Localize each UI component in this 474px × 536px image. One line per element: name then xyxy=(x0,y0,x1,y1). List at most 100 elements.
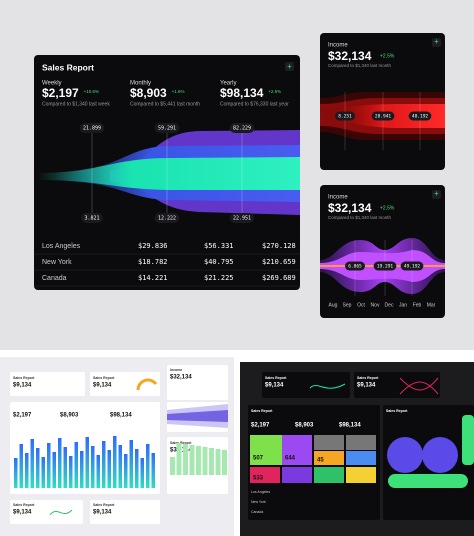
card-note: Compared to $1,340 last month xyxy=(328,215,392,220)
deco-bar xyxy=(85,437,89,488)
deco-bar xyxy=(202,447,208,475)
thumb-title: Sales Report xyxy=(13,376,35,380)
marker-label: 3.821 xyxy=(84,216,99,222)
deco-bar xyxy=(170,457,175,475)
decoration xyxy=(346,467,376,483)
marker-label: 49.192 xyxy=(404,264,421,270)
marker-pill xyxy=(229,213,255,223)
city: Canada xyxy=(251,510,263,514)
deco-bar xyxy=(58,438,62,488)
deco-bar xyxy=(176,443,182,475)
deco-bar xyxy=(135,449,139,488)
metric-value: $8,903 xyxy=(130,86,167,100)
deco-bar xyxy=(183,444,188,475)
deco-bar xyxy=(41,457,45,488)
tile-value: 644 xyxy=(285,456,296,462)
deco-bar xyxy=(69,456,73,488)
decoration xyxy=(346,451,376,465)
marker-label: 28.941 xyxy=(375,114,392,120)
table-value: $270.128 xyxy=(262,242,296,250)
add-button[interactable] xyxy=(432,190,441,199)
card-change: +2.5% xyxy=(380,205,395,211)
month-label: Oct xyxy=(357,302,365,308)
table-value: $269.689 xyxy=(262,274,296,282)
tile-value: 507 xyxy=(253,456,264,462)
deco-bar xyxy=(96,455,100,488)
deco-bar xyxy=(129,440,133,488)
table-value: $40.795 xyxy=(204,258,234,266)
decoration xyxy=(387,437,423,473)
marker-pill xyxy=(345,261,365,271)
table-value: $18.782 xyxy=(138,258,168,266)
thumb-value: $9,134 xyxy=(93,510,112,516)
city: New York xyxy=(251,500,266,504)
deco-bar xyxy=(151,453,155,488)
card-value: $32,134 xyxy=(328,49,372,63)
deco-bar xyxy=(107,450,111,488)
marker-label: 21.899 xyxy=(83,126,101,132)
metric-change: +1.6% xyxy=(172,89,185,94)
marker-label: 12.222 xyxy=(158,216,176,222)
card-note: Compared to $1,340 last month xyxy=(328,63,392,68)
deco-bar xyxy=(14,458,18,488)
decoration xyxy=(354,372,440,398)
deco-bar xyxy=(74,442,78,488)
card-change: +2.5% xyxy=(380,53,395,59)
deco-bar xyxy=(47,443,51,488)
month-label: Nov xyxy=(371,302,380,308)
marker-label: 6.865 xyxy=(348,264,362,270)
decoration xyxy=(282,467,312,483)
thumb-title: Sales Report xyxy=(357,376,379,380)
card-value: $32,134 xyxy=(328,201,372,215)
deco-bar xyxy=(222,450,227,475)
decoration xyxy=(10,372,85,396)
decoration xyxy=(314,467,344,483)
month-label: Aug xyxy=(329,302,338,308)
decoration xyxy=(346,435,376,450)
deco-bar xyxy=(140,458,144,488)
decoration xyxy=(314,451,344,465)
marker-label: 82.229 xyxy=(233,126,251,132)
card-label: Income xyxy=(328,43,348,49)
metric-label: Monthly xyxy=(130,81,151,87)
deco-bar xyxy=(102,441,106,488)
thumb-value: $9,134 xyxy=(265,383,284,389)
deco-bar xyxy=(215,449,221,475)
add-button[interactable] xyxy=(285,62,294,71)
thumb-title: Sales Report xyxy=(265,376,287,380)
add-button[interactable] xyxy=(432,38,441,47)
thumb-title: Sales Report xyxy=(251,409,273,413)
decoration xyxy=(399,377,439,395)
plus: + xyxy=(434,37,439,46)
marker-pill xyxy=(371,111,395,121)
deco-bar xyxy=(19,444,23,488)
decoration xyxy=(49,509,73,516)
metric-label: Yearly xyxy=(220,81,236,87)
city: New York xyxy=(42,259,72,266)
thumb-title: Sales Report xyxy=(93,503,115,507)
thumb-value: $9,134 xyxy=(357,383,376,389)
thumb-title: Income xyxy=(170,368,182,372)
deco-bar xyxy=(30,439,34,488)
month-label: Mar xyxy=(427,302,436,308)
city: Los Angeles xyxy=(42,243,81,250)
decoration xyxy=(136,378,158,391)
decoration xyxy=(10,500,83,524)
plus: + xyxy=(287,62,292,71)
thumb-title: Sales Report xyxy=(13,503,35,507)
thumb-value: $9,134 xyxy=(93,383,112,389)
month-label: Dec xyxy=(385,302,394,308)
table-value: $14.221 xyxy=(138,274,168,282)
thumb-metric: $98,134 xyxy=(339,423,361,429)
metric-note: Compared to $1,340 last week xyxy=(42,101,110,107)
decoration xyxy=(422,437,458,473)
deco-bar xyxy=(196,446,201,475)
marker-label: 19.291 xyxy=(377,264,394,270)
marker-pill xyxy=(154,123,180,133)
marker-pill xyxy=(229,123,255,133)
marker-pill xyxy=(373,261,397,271)
marker-pill xyxy=(81,213,103,223)
decoration xyxy=(314,435,344,450)
decoration xyxy=(282,435,312,465)
